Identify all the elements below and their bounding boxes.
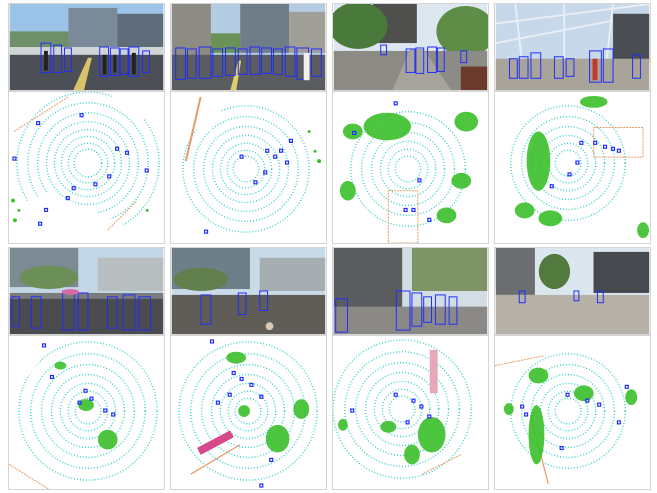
detection-boxes [41, 343, 116, 417]
detection-boxes [12, 113, 149, 226]
pedestrian-boxes [40, 42, 151, 77]
lidar-panel-r4c3 [332, 335, 489, 490]
lidar-panel-r4c1 [8, 335, 165, 490]
lidar-bev-image [339, 101, 479, 243]
lidar-bev-image [171, 92, 326, 243]
lidar-bev-image [178, 339, 318, 488]
pedestrian-boxes [380, 44, 468, 74]
detection-boxes [203, 138, 294, 234]
camera-image [333, 4, 488, 90]
lidar-bev-image [495, 336, 650, 489]
camera-image [171, 248, 326, 334]
lidar-bev-image [9, 336, 164, 489]
lidar-panel-r2c4 [494, 91, 651, 244]
lidar-panel-r2c1 [8, 91, 165, 244]
camera-panel-r1c2 [170, 3, 327, 91]
detection-boxes [209, 339, 274, 488]
pedestrian-boxes [518, 290, 604, 304]
camera-image [495, 248, 650, 334]
pedestrian-boxes [335, 290, 458, 333]
camera-image [9, 248, 164, 334]
camera-panel-r3c4 [494, 247, 651, 335]
lidar-bev-image [9, 92, 164, 243]
lidar-panel-r4c4 [494, 335, 651, 490]
detection-boxes [520, 384, 629, 451]
camera-panel-r1c3 [332, 3, 489, 91]
lidar-bev-image [510, 95, 649, 239]
pedestrian-boxes [508, 48, 641, 83]
camera-image [333, 248, 488, 334]
camera-panel-r3c3 [332, 247, 489, 335]
lidar-panel-r4c2 [170, 335, 327, 490]
camera-image [171, 4, 326, 90]
lidar-panel-r2c3 [332, 91, 489, 244]
camera-image [9, 4, 164, 90]
camera-panel-r1c4 [494, 3, 651, 91]
camera-panel-r3c1 [8, 247, 165, 335]
detection-boxes [549, 140, 621, 189]
camera-panel-r3c2 [170, 247, 327, 335]
detection-boxes [350, 392, 432, 425]
lidar-panel-r2c2 [170, 91, 327, 244]
camera-image [495, 4, 650, 90]
camera-panel-r1c1 [8, 3, 165, 91]
pedestrian-boxes [175, 46, 322, 80]
lidar-bev-image [333, 339, 472, 479]
pedestrian-boxes [200, 290, 269, 325]
detection-boxes [352, 101, 432, 222]
